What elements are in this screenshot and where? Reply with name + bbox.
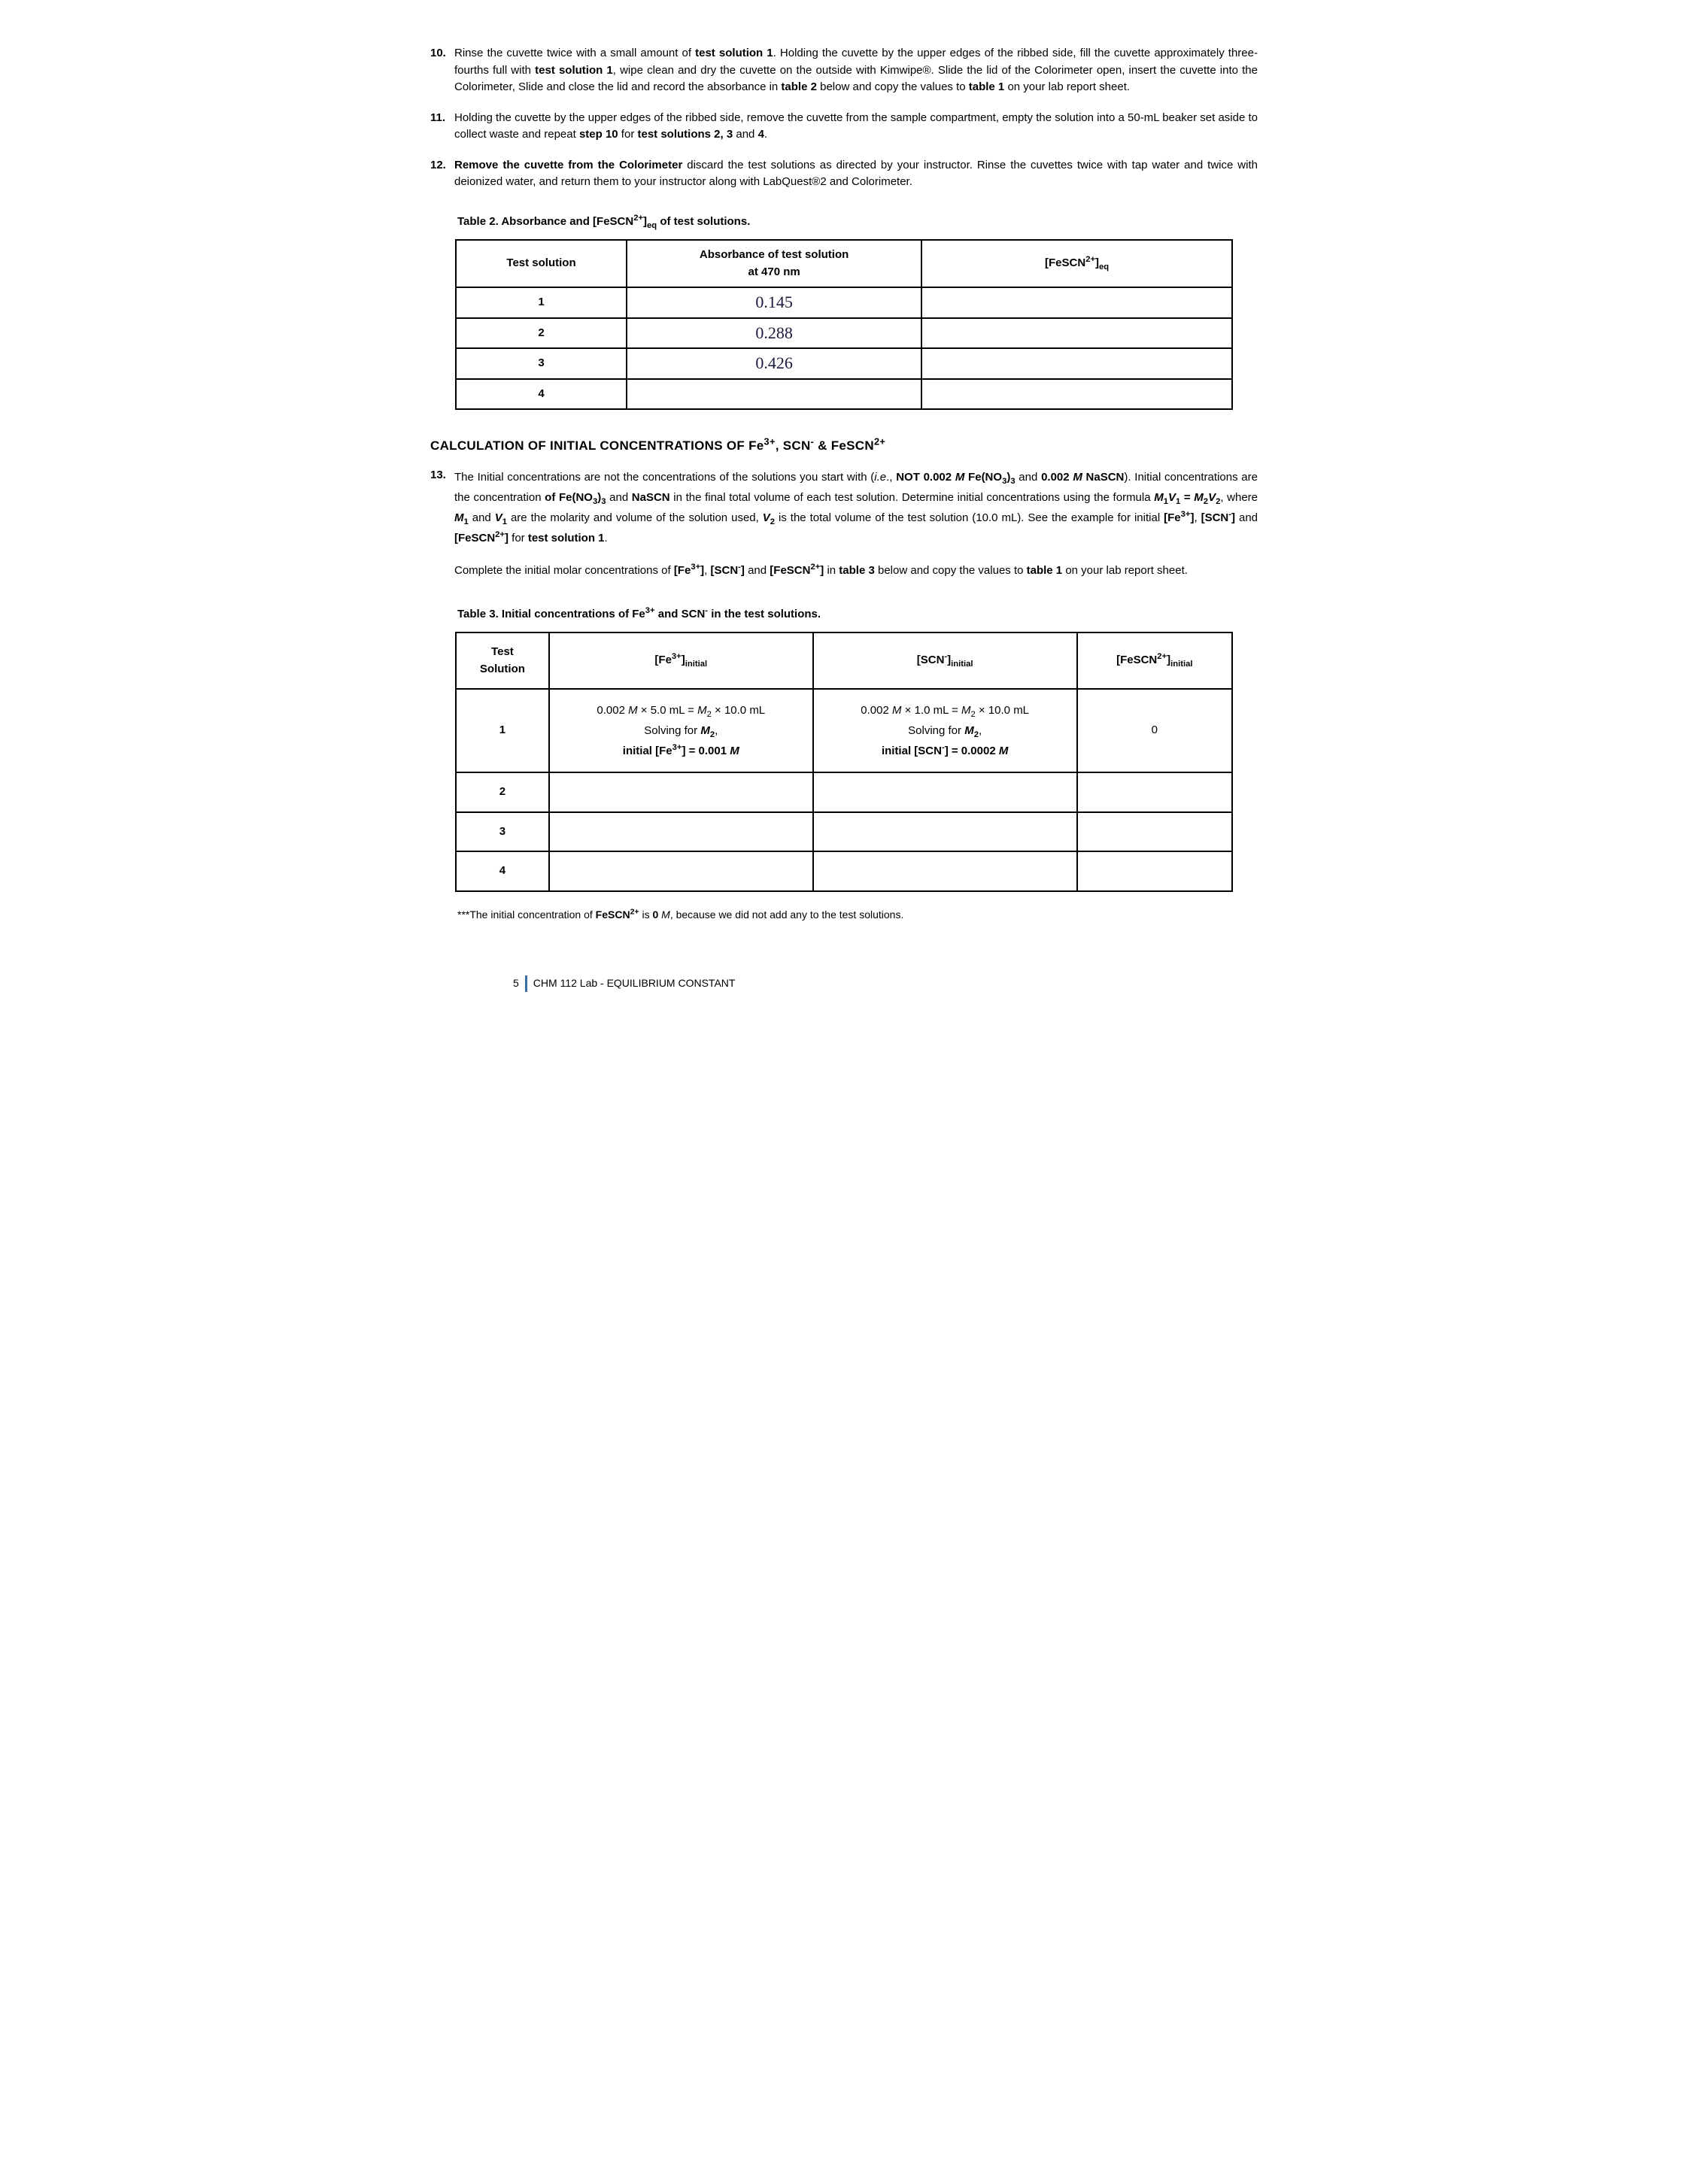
fe-calculation: 0.002 M × 5.0 mL = M2 × 10.0 mL Solving …	[549, 689, 813, 772]
table-row: 2 0.288	[456, 318, 1232, 349]
step-number: 11.	[430, 110, 454, 144]
col-fescn-initial: [FeSCN2+]initial	[1077, 632, 1232, 689]
table3: TestSolution [Fe3+]initial [SCN-]initial…	[455, 632, 1233, 892]
step-13-para2: Complete the initial molar concentration…	[454, 562, 1258, 580]
table2-caption: Table 2. Absorbance and [FeSCN2+]eq of t…	[457, 214, 1258, 231]
table-row: 4	[456, 379, 1232, 410]
page-footer: 5 CHM 112 Lab - EQUILIBRIUM CONSTANT	[513, 975, 1258, 992]
step-body: The Initial concentrations are not the c…	[454, 467, 1258, 548]
table-row: 1 0.002 M × 5.0 mL = M2 × 10.0 mL Solvin…	[456, 689, 1232, 772]
table-header-row: TestSolution [Fe3+]initial [SCN-]initial…	[456, 632, 1232, 689]
handwritten-value: 0.288	[627, 318, 921, 349]
table-row: 2	[456, 772, 1232, 812]
step-11: 11. Holding the cuvette by the upper edg…	[430, 110, 1258, 144]
step-10: 10. Rinse the cuvette twice with a small…	[430, 45, 1258, 96]
col-test-solution: Test solution	[456, 240, 627, 287]
step-number: 10.	[430, 45, 454, 96]
table-row: 3 0.426	[456, 348, 1232, 379]
table-row: 1 0.145	[456, 287, 1232, 318]
handwritten-value	[627, 379, 921, 410]
scn-calculation: 0.002 M × 1.0 mL = M2 × 10.0 mL Solving …	[813, 689, 1077, 772]
section-heading-calculation: CALCULATION OF INITIAL CONCENTRATIONS OF…	[430, 436, 1258, 456]
step-13: 13. The Initial concentrations are not t…	[430, 467, 1258, 548]
col-test-solution: TestSolution	[456, 632, 549, 689]
col-fescn-eq: [FeSCN2+]eq	[921, 240, 1232, 287]
step-body: Rinse the cuvette twice with a small amo…	[454, 45, 1258, 96]
footnote: ***The initial concentration of FeSCN2+ …	[457, 907, 1258, 923]
step-number: 13.	[430, 467, 454, 548]
col-fe-initial: [Fe3+]initial	[549, 632, 813, 689]
table2: Test solution Absorbance of test solutio…	[455, 239, 1233, 410]
table-row: 4	[456, 851, 1232, 891]
step-number: 12.	[430, 157, 454, 191]
step-12: 12. Remove the cuvette from the Colorime…	[430, 157, 1258, 191]
table3-caption: Table 3. Initial concentrations of Fe3+ …	[457, 606, 1258, 623]
handwritten-value: 0.145	[627, 287, 921, 318]
page-number: 5	[513, 975, 519, 991]
footer-divider	[525, 975, 527, 992]
table-header-row: Test solution Absorbance of test solutio…	[456, 240, 1232, 287]
col-scn-initial: [SCN-]initial	[813, 632, 1077, 689]
table-row: 3	[456, 812, 1232, 852]
step-body: Remove the cuvette from the Colorimeter …	[454, 157, 1258, 191]
col-absorbance: Absorbance of test solutionat 470 nm	[627, 240, 921, 287]
footer-text: CHM 112 Lab - EQUILIBRIUM CONSTANT	[533, 975, 736, 991]
handwritten-value: 0.426	[627, 348, 921, 379]
step-body: Holding the cuvette by the upper edges o…	[454, 110, 1258, 144]
